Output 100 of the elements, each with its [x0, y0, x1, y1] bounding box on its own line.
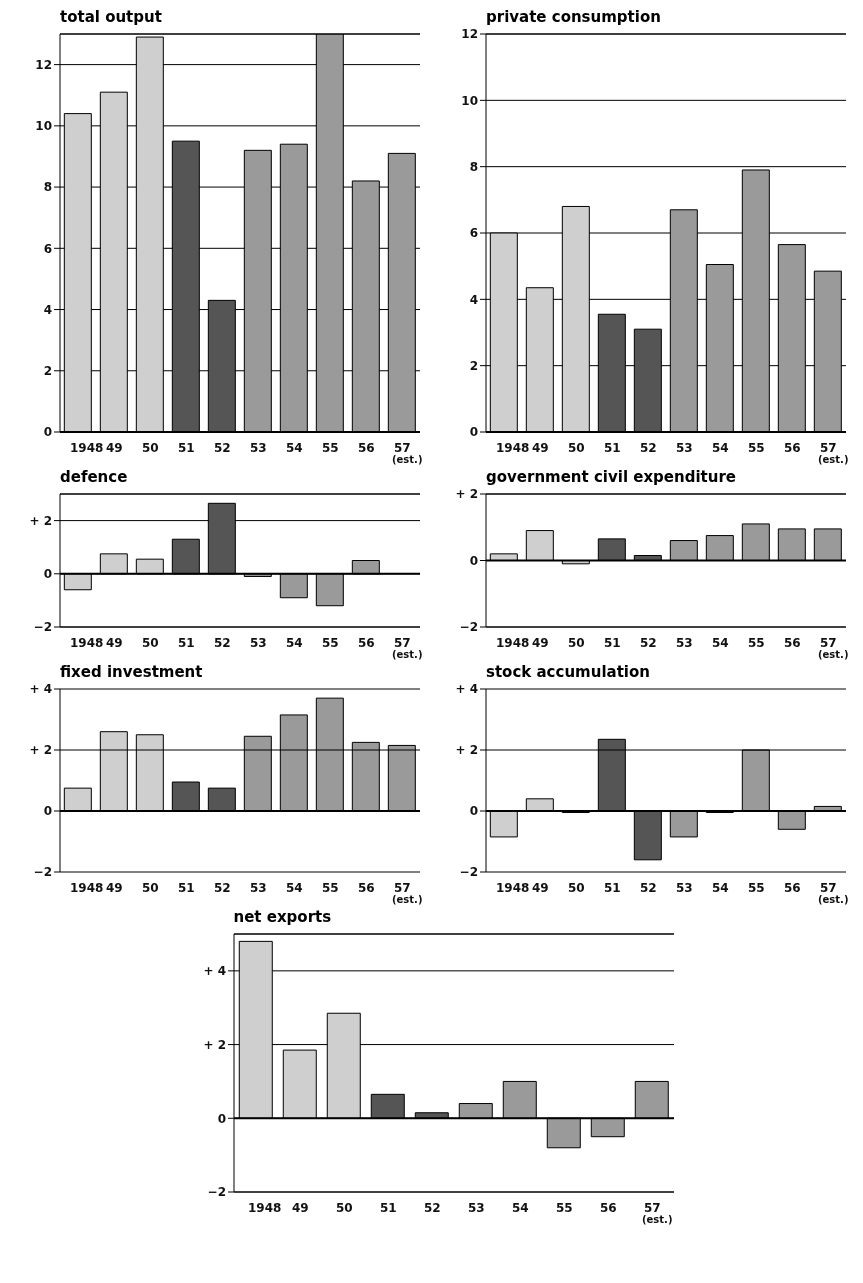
y-tick-label: −2 — [207, 1185, 226, 1200]
y-tick-label: 0 — [43, 567, 52, 582]
x-tick-label: 1948 — [496, 636, 530, 650]
x-tick-label: 50 — [142, 636, 159, 650]
y-tick-label: 12 — [461, 27, 478, 42]
x-tick-label: 52 — [640, 636, 657, 650]
y-tick-label: + 2 — [455, 487, 478, 502]
x-tick-label: 51 — [604, 441, 621, 455]
x-tick-label: 49 — [291, 1201, 309, 1215]
x-tick-label: 52 — [214, 441, 231, 455]
x-tick-label: 51 — [178, 881, 195, 895]
x-tick-label: 49 — [532, 881, 549, 895]
x-tick-label: 53 — [250, 881, 267, 895]
x-tick-label: 51 — [178, 441, 195, 455]
x-tick-label: 55 — [322, 881, 339, 895]
chart-title: stock accumulation — [485, 663, 651, 683]
x-tick-label: 52 — [214, 636, 231, 650]
y-tick-label: 8 — [43, 180, 52, 195]
x-tick-label: 55 — [748, 881, 765, 895]
x-tick-label: 56 — [599, 1201, 617, 1215]
x-tick-label: 1948 — [247, 1201, 281, 1215]
x-tick-label: 49 — [532, 441, 549, 455]
y-tick-label: 4 — [43, 302, 52, 317]
y-tick-label: + 2 — [29, 743, 52, 758]
x-tick-label: 51 — [604, 881, 621, 895]
x-tick-label: 52 — [214, 881, 231, 895]
x-tick-label: 53 — [250, 441, 267, 455]
x-tick-label: 55 — [748, 636, 765, 650]
x-tick-label: 55 — [555, 1201, 573, 1215]
y-tick-label: + 2 — [29, 513, 52, 528]
x-tick-label: 49 — [532, 636, 549, 650]
y-tick-label: 10 — [35, 119, 52, 134]
x-tick-label: 51 — [178, 636, 195, 650]
x-tick-label: 55 — [322, 636, 339, 650]
y-tick-label: + 2 — [202, 1037, 226, 1052]
y-tick-label: 2 — [469, 358, 478, 373]
x-tick-label: 50 — [142, 441, 159, 455]
y-tick-label: −2 — [459, 865, 478, 880]
x-tick-label: 56 — [784, 441, 801, 455]
x-tick-label: 1948 — [70, 636, 104, 650]
y-tick-label: 6 — [43, 241, 52, 256]
x-tick-label: 51 — [604, 636, 621, 650]
x-tick-label: 55 — [322, 441, 339, 455]
chart-title: private consumption — [485, 8, 662, 28]
x-tick-label: 1948 — [70, 881, 104, 895]
x-tick-label: 56 — [358, 441, 375, 455]
x-tick-label: 54 — [712, 441, 729, 455]
y-tick-label: 8 — [469, 159, 478, 174]
chart-title: total output — [59, 8, 163, 28]
x-tick-label: 54 — [712, 636, 729, 650]
y-tick-label: 0 — [469, 804, 478, 819]
x-tick-label: 49 — [106, 881, 123, 895]
x-tick-label: 54 — [286, 441, 303, 455]
x-tick-label: 53 — [676, 636, 693, 650]
x-tick-label: 56 — [358, 881, 375, 895]
x-tick-label: 54 — [286, 881, 303, 895]
x-tick-label: 50 — [568, 441, 585, 455]
x-tick-label: 53 — [467, 1201, 485, 1215]
y-tick-label: −2 — [459, 620, 478, 635]
y-tick-label: 0 — [469, 425, 478, 440]
y-tick-label: + 4 — [202, 964, 226, 979]
y-tick-label: 2 — [43, 364, 52, 379]
y-tick-label: −2 — [33, 620, 52, 635]
x-tick-label: 49 — [106, 636, 123, 650]
x-tick-label: 50 — [568, 881, 585, 895]
x-tick-label: 52 — [640, 441, 657, 455]
y-tick-label: 4 — [469, 292, 478, 307]
x-tick-label: 52 — [423, 1201, 441, 1215]
y-tick-label: −2 — [33, 865, 52, 880]
x-tick-label: 50 — [568, 636, 585, 650]
chart-title: defence — [59, 468, 129, 488]
x-tick-label: 1948 — [496, 441, 530, 455]
y-tick-label: 0 — [43, 425, 52, 440]
y-tick-label: + 4 — [29, 682, 52, 697]
y-tick-label: 6 — [469, 226, 478, 241]
chart-title: net exports — [232, 908, 333, 928]
x-tick-label: 53 — [676, 881, 693, 895]
x-tick-label: 54 — [511, 1201, 529, 1215]
y-tick-label: 10 — [461, 93, 478, 108]
y-tick-label: + 2 — [455, 743, 478, 758]
x-tick-label: 50 — [142, 881, 159, 895]
x-tick-label: 54 — [286, 636, 303, 650]
x-tick-label: 56 — [784, 636, 801, 650]
y-tick-label: 0 — [43, 804, 52, 819]
x-tick-label: 53 — [250, 636, 267, 650]
x-tick-label: 56 — [358, 636, 375, 650]
y-tick-label: + 4 — [455, 682, 478, 697]
x-tick-label: 55 — [748, 441, 765, 455]
x-tick-label: 54 — [712, 881, 729, 895]
chart-title: fixed investment — [59, 663, 204, 683]
chart-title: government civil expenditure — [485, 468, 737, 488]
x-tick-label: 49 — [106, 441, 123, 455]
x-tick-label: 1948 — [496, 881, 530, 895]
x-tick-label: 53 — [676, 441, 693, 455]
y-tick-label: 0 — [469, 553, 478, 568]
x-tick-label: 50 — [335, 1201, 353, 1215]
y-tick-label: 0 — [217, 1111, 226, 1126]
x-tick-label: 56 — [784, 881, 801, 895]
x-tick-label: 1948 — [70, 441, 104, 455]
y-tick-label: 12 — [35, 57, 52, 72]
